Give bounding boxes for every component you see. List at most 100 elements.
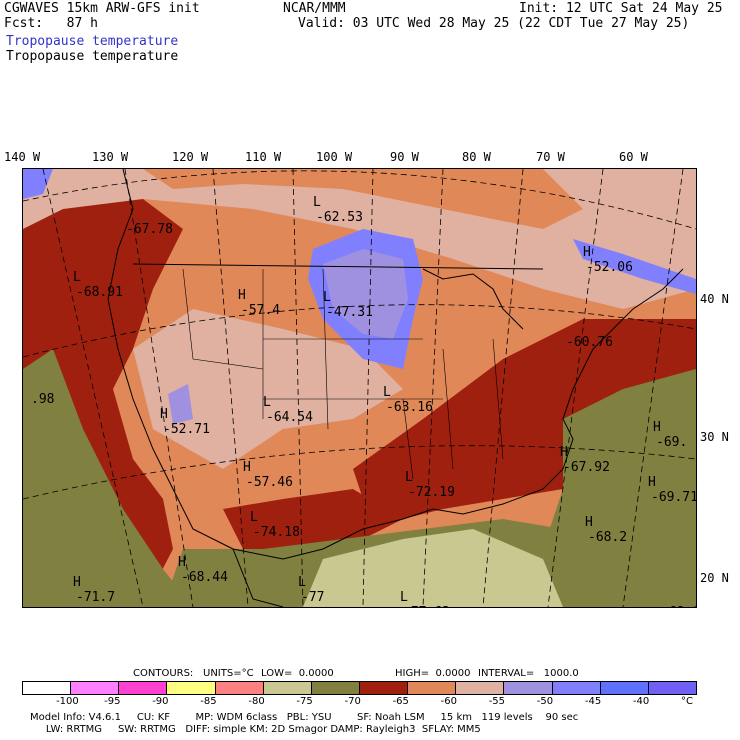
- low-center-letter: L: [263, 395, 271, 410]
- fill-northwest-periwinkle: [23, 169, 53, 199]
- center-value-label: -68.2: [588, 530, 627, 545]
- center-value-label: -69.71: [651, 490, 696, 505]
- field-title-shaded: Tropopause temperature: [6, 34, 179, 49]
- coastlines: [107, 169, 684, 607]
- contours-low: LOW= 0.0000: [261, 668, 334, 679]
- high-center-letter: H: [583, 245, 591, 260]
- center-value-label: -47.31: [326, 305, 373, 320]
- init-time: Init: 12 UTC Sat 24 May 25: [519, 1, 723, 16]
- map-canvas: L-62.53H-52.06L-68.91 H-57.4L-47.31L-63.1…: [23, 169, 696, 607]
- high-center-letter: H: [73, 575, 81, 590]
- model-title: CGWAVES 15km ARW-GFS init: [4, 1, 200, 16]
- center-value-label: -77.63: [403, 605, 450, 607]
- colorbar-cell: [215, 682, 264, 694]
- center-value-label: -57.4: [241, 303, 280, 318]
- colorbar-tick-label: -90: [152, 696, 169, 707]
- lon-label: 140 W: [4, 150, 41, 164]
- colorbar-cell: [648, 682, 696, 694]
- fill-north-tan: [143, 169, 583, 229]
- high-center-letter: H: [653, 420, 661, 435]
- high-center-letter: H: [243, 460, 251, 475]
- colorbar-tick-label: -40: [632, 696, 650, 707]
- lon-label: 70 W: [536, 150, 565, 164]
- high-center-letter: H: [178, 555, 186, 570]
- colorbar-tick-label: -75: [296, 696, 313, 707]
- colorbar-cell: [456, 682, 505, 694]
- colorbar-tick-label: -70: [344, 696, 361, 707]
- low-center-letter: L: [250, 510, 258, 525]
- contours-units: UNITS=°C: [203, 668, 254, 679]
- fill-gulf-khaki: [303, 529, 563, 607]
- lon-label: 90 W: [390, 150, 419, 164]
- org-label: NCAR/MMM: [283, 1, 346, 16]
- low-center-letter: L: [383, 385, 391, 400]
- colorbar-tick-label: -65: [392, 696, 409, 707]
- colorbar-cell: [23, 682, 72, 694]
- center-value-label: -72.19: [408, 485, 455, 500]
- colorbar-cell: [600, 682, 649, 694]
- model-info: Model Info: V4.6.1 CU: KF MP: WDM 6class…: [30, 712, 579, 723]
- fill-west-olive: [23, 349, 193, 607]
- colorbar-tick-label: °C: [681, 696, 693, 707]
- fill-southwest-tan: [153, 429, 323, 509]
- center-value-label: .98: [31, 392, 54, 407]
- high-center-letter: H: [648, 475, 656, 490]
- center-value-label: -68.61: [661, 605, 696, 607]
- valid-time: Valid: 03 UTC Wed 28 May 25 (22 CDT Tue …: [298, 16, 690, 31]
- fill-midwest-lavender: [323, 249, 408, 339]
- graticule: [23, 169, 696, 607]
- lon-label: 80 W: [462, 150, 491, 164]
- lon-label: 60 W: [619, 150, 648, 164]
- lat-label: 20 N: [700, 571, 729, 585]
- colorbar-tick-label: -60: [440, 696, 457, 707]
- high-center-letter: H: [560, 445, 568, 460]
- lon-label: 100 W: [316, 150, 353, 164]
- center-value-label: -67.78: [126, 222, 173, 237]
- center-value-label: -68.91: [76, 285, 123, 300]
- colorbar-cell: [119, 682, 168, 694]
- high-center-letter: H: [160, 407, 168, 422]
- center-value-label: -64.54: [266, 410, 313, 425]
- center-value-label: -74.18: [253, 525, 300, 540]
- colorbar-tick-label: -45: [584, 696, 602, 707]
- pressure-center-labels: L-62.53H-52.06L-68.91 H-57.4L-47.31L-63.1…: [31, 195, 696, 607]
- lat-label: 30 N: [700, 430, 729, 444]
- high-center-letter: H: [238, 288, 246, 303]
- lon-label: 110 W: [245, 150, 282, 164]
- fill-east-olive: [543, 369, 696, 607]
- colorbar-tick-label: -50: [536, 696, 554, 707]
- fill-southwest-lavender: [168, 384, 193, 424]
- colorbar-cell: [552, 682, 601, 694]
- center-value-label: -62.53: [316, 210, 363, 225]
- colorbar-tick-label: -80: [248, 696, 265, 707]
- center-value-label: -68.44: [181, 570, 228, 585]
- low-center-letter: L: [400, 590, 408, 605]
- center-value-label: -77: [301, 590, 324, 605]
- low-center-letter: L: [313, 195, 321, 210]
- low-center-letter: L: [323, 290, 331, 305]
- lat-label: 40 N: [700, 292, 729, 306]
- center-value-label: -69.: [656, 435, 687, 450]
- colorbar-tick-label: -85: [200, 696, 217, 707]
- colorbar-cell: [504, 682, 553, 694]
- center-value-label: -52.71: [163, 422, 210, 437]
- forecast-hour: Fcst: 87 h: [4, 16, 98, 31]
- colorbar-cell: [311, 682, 360, 694]
- low-center-letter: L: [73, 270, 81, 285]
- colorbar-cell: [167, 682, 216, 694]
- fill-canada-northeast-periwinkle: [573, 239, 696, 294]
- high-center-letter: H: [585, 515, 593, 530]
- colorbar: [22, 681, 697, 695]
- lon-label: 130 W: [92, 150, 129, 164]
- low-center-letter: L: [298, 575, 306, 590]
- fill-south-darkred: [223, 489, 403, 549]
- colorbar-cell: [71, 682, 120, 694]
- lon-label: 120 W: [172, 150, 209, 164]
- field-title-contour: Tropopause temperature: [6, 49, 179, 64]
- tropopause-temperature-map: L -62.53 H -52.06 L -68.91 H -57.4 L -47.31 L -63.1…: [22, 168, 697, 608]
- physics-info: LW: RRTMG SW: RRTMG DIFF: simple KM: 2D …: [30, 724, 481, 735]
- colorbar-cell: [263, 682, 312, 694]
- center-value-label: -60.76: [566, 335, 613, 350]
- colorbar-tick-label: -100: [56, 696, 79, 707]
- colorbar-cell: [359, 682, 409, 694]
